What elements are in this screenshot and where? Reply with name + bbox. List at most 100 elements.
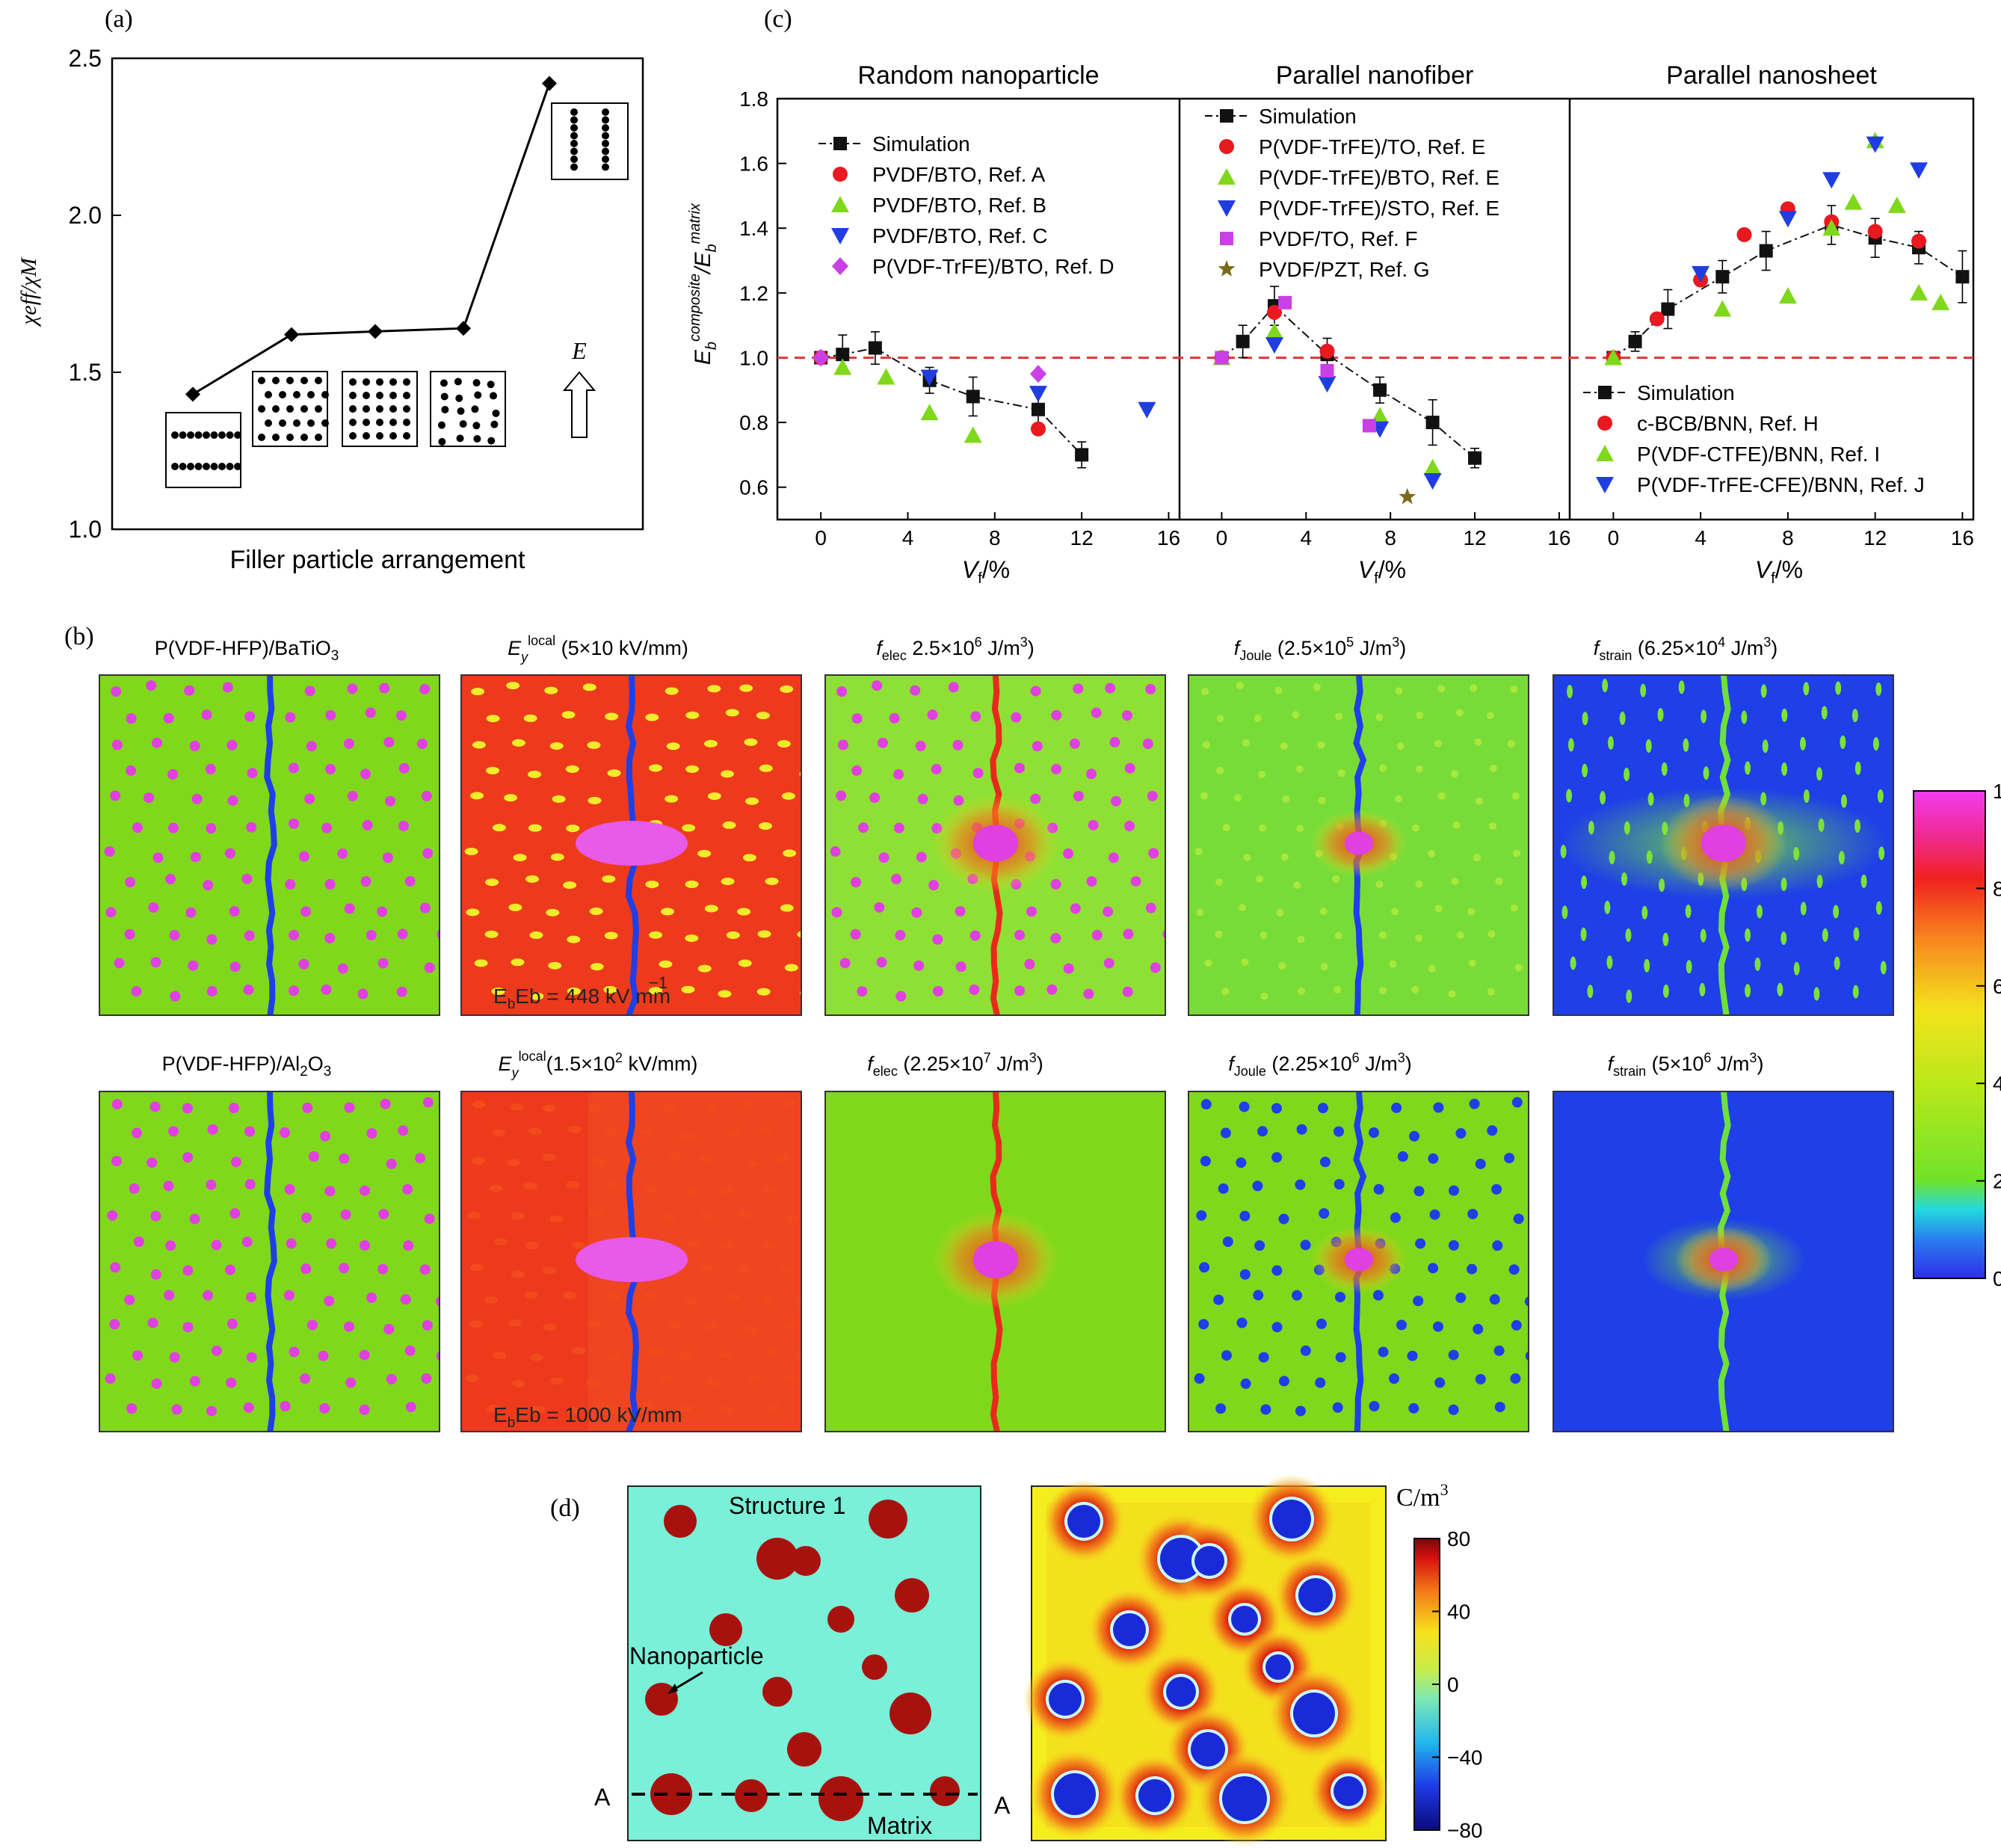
- y-tick-label: 1.2: [739, 282, 768, 305]
- legend-label: PVDF/BTO, Ref. C: [872, 224, 1047, 247]
- nanoparticle: [791, 1546, 821, 1576]
- arrangement-inset: [165, 412, 241, 488]
- panel-label-c: (c): [764, 5, 792, 33]
- data-point: [1320, 363, 1334, 378]
- data-point: [1661, 302, 1675, 316]
- charge-halos: [1023, 1474, 1389, 1847]
- map-title: P(VDF-HFP)/BaTiO3: [155, 637, 339, 664]
- legend-entry: P(VDF-TrFE)/BTO, Ref. E: [1218, 166, 1499, 189]
- y-tick-label: 1.8: [739, 87, 768, 111]
- legend-label: P(VDF-TrFE-CFE)/BNN, Ref. J: [1637, 473, 1925, 496]
- data-point: [1844, 193, 1863, 210]
- x-tick-label: 8: [1384, 526, 1396, 549]
- data-point: [284, 327, 299, 342]
- legend-label: PVDF/BTO, Ref. A: [872, 163, 1046, 186]
- legend-label: P(VDF-TrFE)/STO, Ref. E: [1259, 197, 1499, 220]
- data-point: [1218, 200, 1236, 217]
- legend-entry: PVDF/TO, Ref. F: [1220, 227, 1418, 250]
- x-tick-label: 12: [1863, 526, 1887, 549]
- nanoparticle-label: Nanoparticle: [629, 1642, 764, 1669]
- legend-label: Simulation: [1259, 105, 1357, 128]
- panel-label-a: (a): [105, 5, 133, 33]
- breakdown-exponent: −1: [649, 973, 667, 992]
- series-line: [821, 347, 1082, 456]
- legend-entry: P(VDF-TrFE)/BTO, Ref. D: [832, 255, 1114, 278]
- data-point: [1218, 260, 1236, 277]
- series: [1215, 286, 1482, 469]
- data-point: [1218, 168, 1236, 185]
- particle-core: [1265, 1654, 1291, 1680]
- particle-core: [1160, 1538, 1202, 1580]
- data-point: [1866, 136, 1884, 153]
- data-point: [1423, 473, 1442, 490]
- particle-core: [1191, 1732, 1225, 1767]
- panel-b-field-maps: (b) P(VDF-HFP)/BaTiO3 Eylocal (5×10 kV/m…: [64, 623, 2001, 1432]
- legend-entry: Simulation: [1205, 105, 1357, 128]
- nanoparticle: [827, 1606, 854, 1633]
- data-point: [920, 404, 939, 421]
- data-point: [1220, 109, 1233, 123]
- plot-frame: [776, 97, 1975, 521]
- data-point: [1649, 311, 1665, 327]
- series: [833, 358, 982, 443]
- data-point: [1319, 343, 1335, 359]
- y-tick-label: 2.0: [69, 202, 102, 229]
- nanoparticles: [645, 1500, 960, 1821]
- y-tick-label: 1.6: [739, 153, 768, 176]
- nanoparticle: [869, 1500, 907, 1539]
- series: [813, 348, 1046, 384]
- particle-core: [1166, 1677, 1196, 1707]
- breakdown-label-row2: EbEb = 1000 kV/mm: [493, 1403, 682, 1431]
- data-point: [1220, 232, 1233, 245]
- nanoparticle: [664, 1505, 697, 1538]
- data-point: [1215, 351, 1229, 365]
- y-tick-label: 1.5: [69, 359, 102, 386]
- x-tick-label: 4: [1695, 526, 1706, 549]
- y-axis: 1.0 1.5 2.0 2.5: [69, 45, 121, 543]
- y-tick-label: 1.0: [739, 346, 768, 369]
- data-point: [836, 348, 850, 362]
- colorbar-tick-label: 0: [1447, 1673, 1459, 1696]
- subpanel: Parallel nanosheet 0 4 8 12 16 Vf/% Simulation c…: [1583, 61, 1974, 587]
- field-map: [460, 1091, 802, 1432]
- field-arrow: E: [562, 337, 596, 438]
- y-tick-label: 1.4: [739, 217, 768, 240]
- map-title: felec 2.5×106 J/m3): [876, 635, 1034, 663]
- panel-c-chart: (c) 0.6 0.8 1.0 1.2 1.4 1.6 1.8 Random nanopar…: [687, 5, 1975, 587]
- structure-label: Structure 1: [729, 1492, 846, 1519]
- data-point: [1628, 334, 1642, 348]
- subpanel-title: Parallel nanofiber: [1276, 61, 1474, 90]
- colorbar-tick-label: −40: [1447, 1746, 1483, 1770]
- subpanel: Parallel nanofiber 0 4 8 12 16 Vf/% Simulation P…: [1205, 61, 1570, 587]
- data-point: [877, 368, 895, 385]
- data-point: [456, 321, 471, 336]
- x-axis-label: Vf/%: [962, 556, 1010, 587]
- data-point: [1759, 244, 1773, 258]
- y-tick-label: 0.8: [739, 411, 768, 434]
- particle-core: [1138, 1779, 1171, 1812]
- data-point: [813, 348, 830, 367]
- section-label-left: A: [594, 1784, 611, 1811]
- nanoparticle: [650, 1773, 692, 1815]
- series: [814, 331, 1089, 469]
- data-point: [1604, 348, 1623, 366]
- data-point: [1867, 224, 1883, 239]
- particle-core: [1293, 1693, 1335, 1734]
- nanoparticle: [787, 1732, 821, 1767]
- field-map: [824, 674, 1166, 1016]
- colorbar-tick-label: 10: [1993, 780, 2001, 803]
- field-map: [1188, 1091, 1529, 1432]
- data-point: [1030, 421, 1046, 437]
- map-title: fstrain (5×106 J/m3): [1608, 1050, 1764, 1079]
- data-point: [185, 386, 200, 402]
- x-tick-label: 0: [1608, 526, 1620, 549]
- legend-label: P(VDF-TrFE)/BTO, Ref. D: [872, 255, 1114, 278]
- data-point: [1219, 139, 1234, 154]
- data-point: [1736, 227, 1752, 242]
- data-point: [1596, 445, 1614, 461]
- data-point: [1318, 376, 1336, 393]
- data-point: [1822, 172, 1841, 189]
- plot-frames: 0.6 0.8 1.0 1.2 1.4 1.6 1.8: [739, 87, 1975, 521]
- field-map: [1553, 674, 1894, 1016]
